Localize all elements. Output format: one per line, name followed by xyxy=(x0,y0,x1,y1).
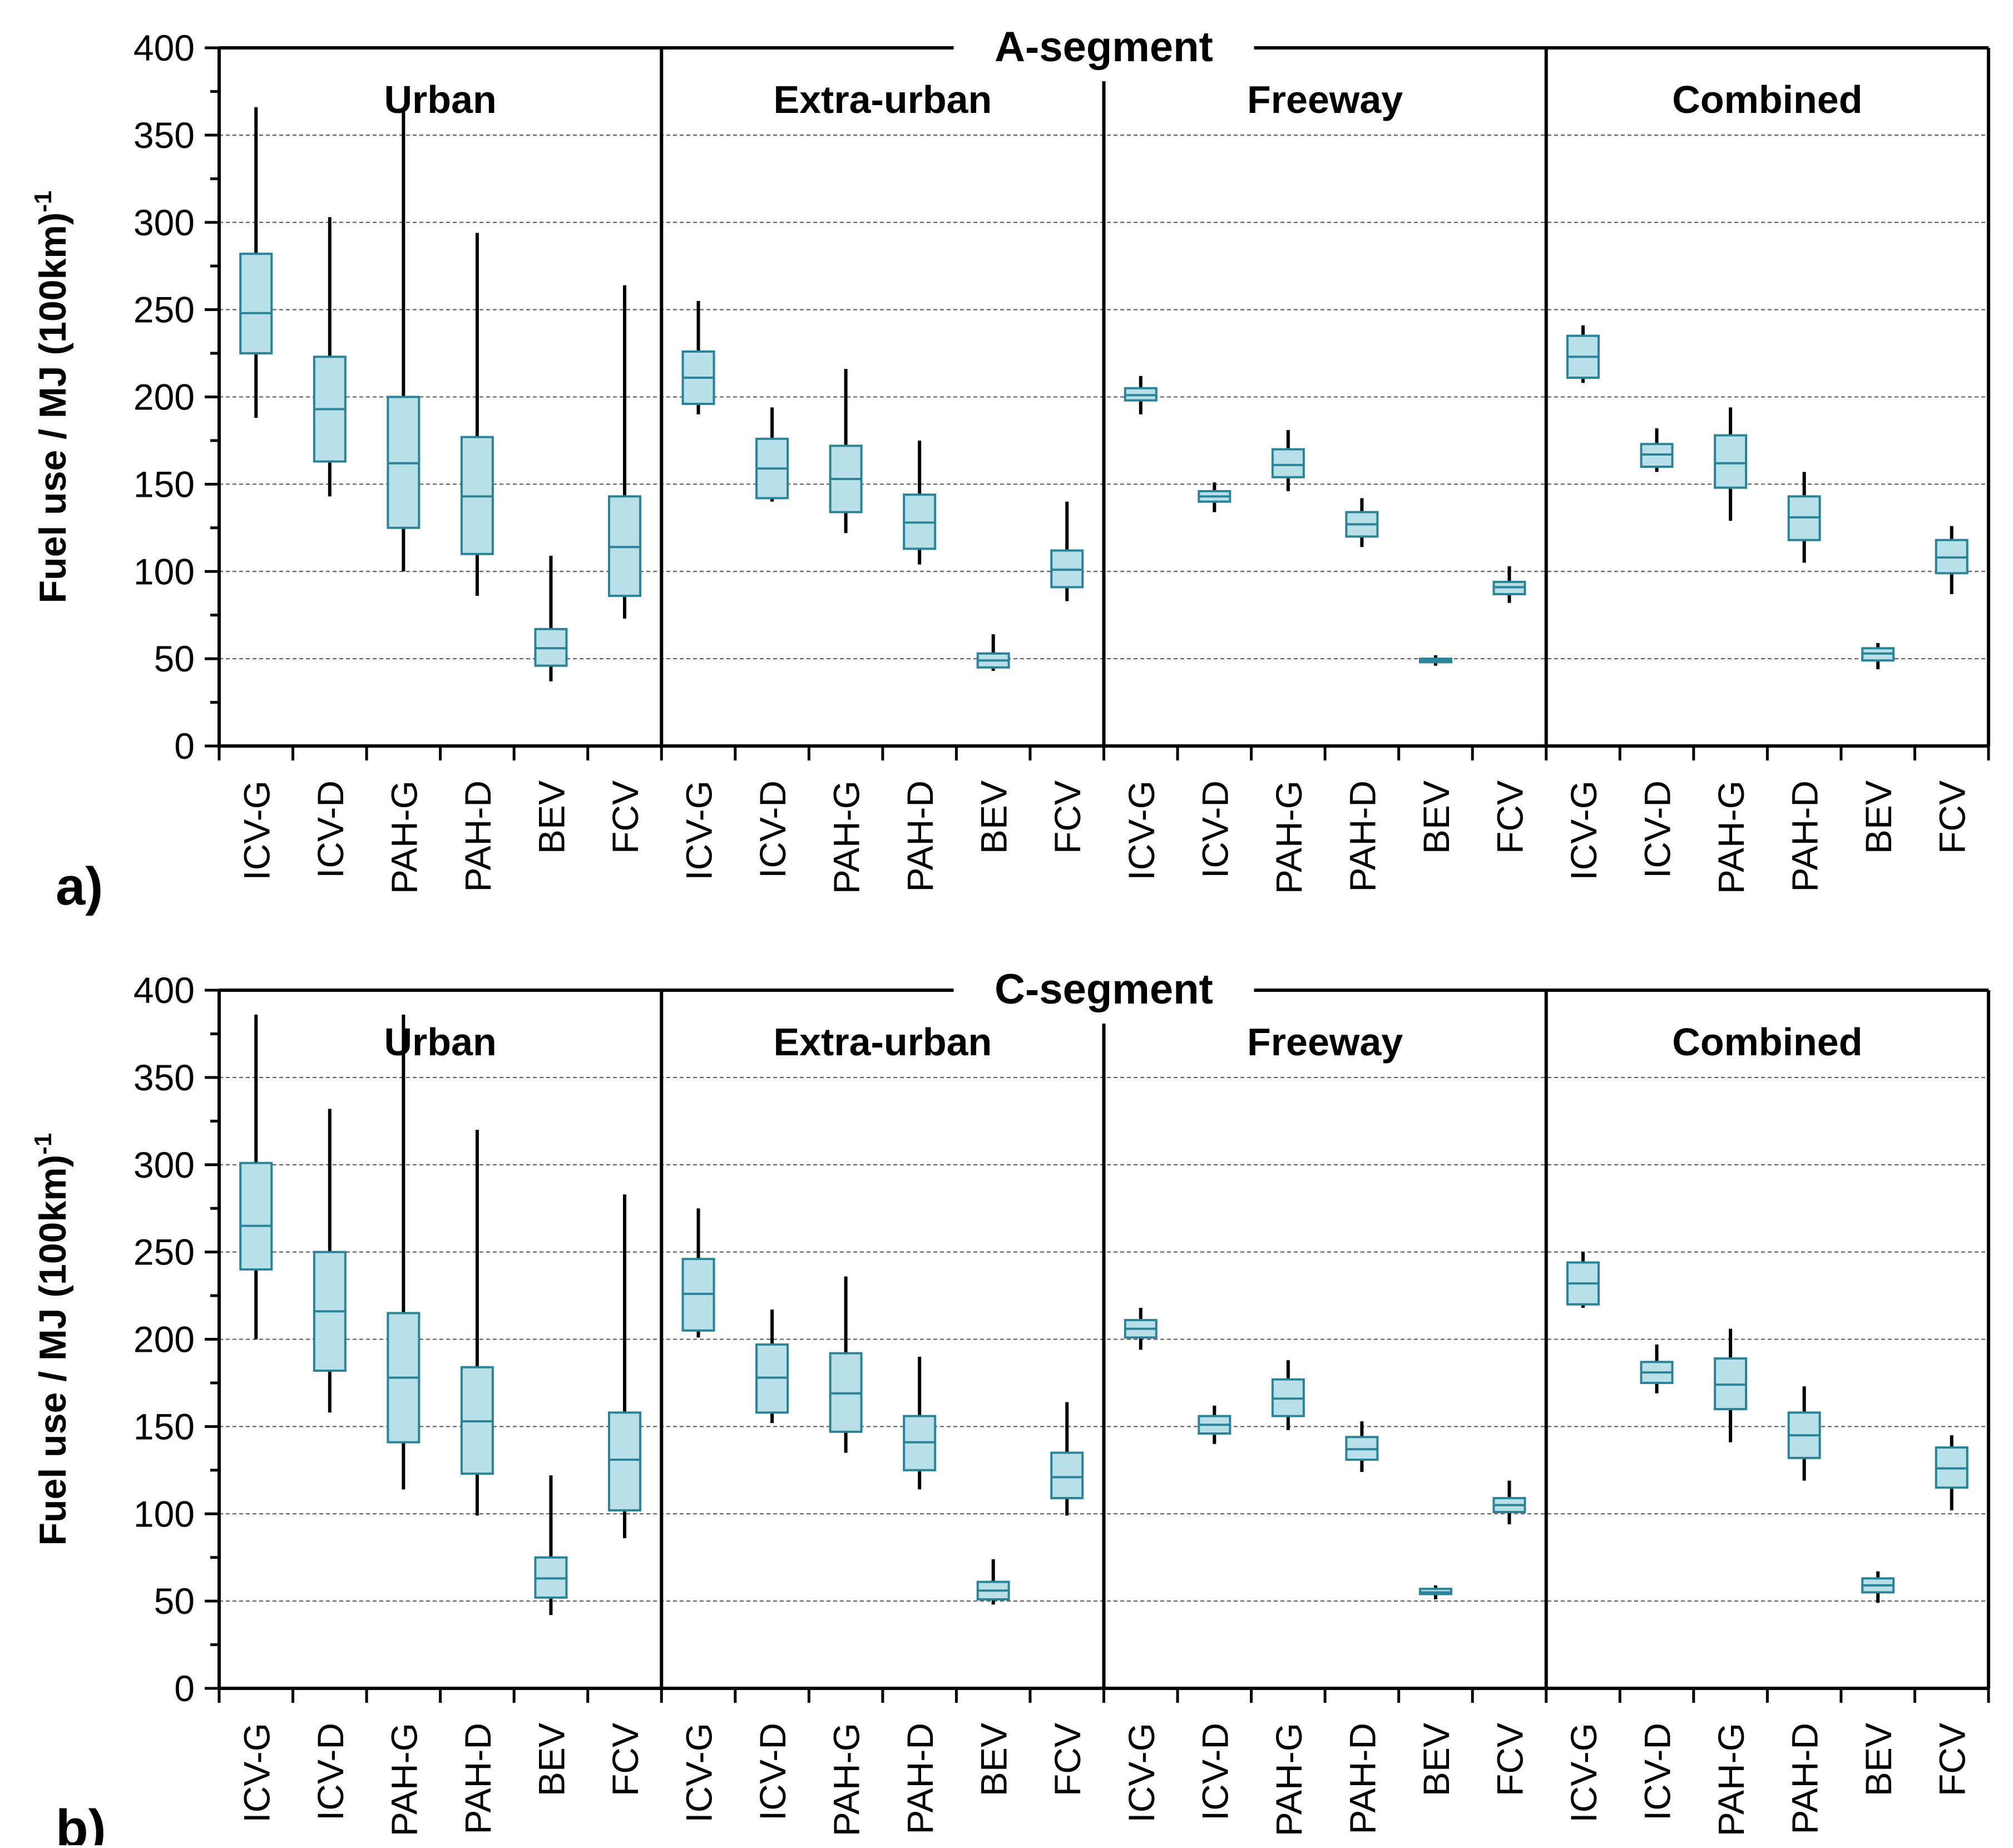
x-tick-label: ICV-D xyxy=(1637,780,1678,878)
x-tick-label: ICV-D xyxy=(310,780,351,878)
y-tick-label: 50 xyxy=(154,1580,195,1622)
x-tick-label: FCV xyxy=(1932,780,1973,854)
y-tick-label: 250 xyxy=(133,289,195,330)
segment-title: C-segment xyxy=(995,966,1213,1013)
x-tick-label: FCV xyxy=(1489,780,1530,854)
group-title: Urban xyxy=(384,78,497,121)
x-tick-label: BEV xyxy=(1416,1723,1457,1796)
x-tick-label: PAH-G xyxy=(1268,1723,1309,1836)
x-tick-label: PAH-D xyxy=(1342,780,1383,892)
x-tick-label: FCV xyxy=(1047,780,1088,854)
y-tick-label: 350 xyxy=(133,1057,195,1098)
x-tick-label: BEV xyxy=(531,1723,572,1796)
x-tick-label: BEV xyxy=(973,780,1015,854)
x-tick-label: ICV-G xyxy=(1563,1723,1604,1823)
y-axis-label: Fuel use / MJ (100km)-1 xyxy=(29,190,74,603)
group-title: Extra-urban xyxy=(773,1020,992,1064)
box xyxy=(1714,434,1748,489)
x-tick-label: BEV xyxy=(531,780,572,854)
x-tick-label: PAH-D xyxy=(899,780,941,892)
x-tick-label: FCV xyxy=(1047,1723,1088,1796)
y-tick-label: 300 xyxy=(133,1144,195,1185)
y-axis-label-text: Fuel use / MJ (100km) xyxy=(32,1155,74,1546)
x-tick-label: ICV-G xyxy=(1121,1723,1162,1823)
x-tick-label: PAH-D xyxy=(457,1723,498,1834)
x-tick-label: PAH-D xyxy=(1784,1723,1826,1834)
x-tick-label: ICV-G xyxy=(236,1723,277,1823)
panel-label: b) xyxy=(56,1799,106,1845)
y-tick-label: 350 xyxy=(133,115,195,156)
x-tick-label: PAH-G xyxy=(826,780,867,894)
x-tick-label: BEV xyxy=(1858,780,1899,854)
y-tick-label: 200 xyxy=(133,1319,195,1360)
x-tick-label: PAH-G xyxy=(1710,1723,1752,1836)
box xyxy=(239,1162,273,1271)
y-tick-label: 100 xyxy=(133,551,195,592)
x-tick-label: ICV-D xyxy=(752,1723,793,1821)
box xyxy=(1050,1451,1084,1500)
group-title: Extra-urban xyxy=(773,78,992,121)
x-tick-label: ICV-G xyxy=(1121,780,1162,881)
x-tick-label: PAH-G xyxy=(1268,780,1309,894)
x-tick-label: BEV xyxy=(973,1723,1015,1796)
x-tick-label: PAH-D xyxy=(1784,780,1826,892)
x-tick-label: PAH-G xyxy=(383,1723,424,1836)
x-tick-label: PAH-D xyxy=(457,780,498,892)
y-axis-label-text: Fuel use / MJ (100km) xyxy=(32,213,74,604)
y-tick-label: 300 xyxy=(133,202,195,243)
y-tick-label: 150 xyxy=(133,1406,195,1447)
group-title: Combined xyxy=(1672,78,1862,121)
x-tick-label: FCV xyxy=(1932,1723,1973,1796)
box xyxy=(239,253,273,355)
y-tick-label: 400 xyxy=(133,27,195,68)
y-tick-label: 400 xyxy=(133,970,195,1011)
box xyxy=(1271,448,1305,478)
chart-panel-2: 0 50 100 150 200 250 300 350 400 Fuel use / MJ (1… xyxy=(29,966,1990,1848)
x-tick-label: ICV-D xyxy=(752,780,793,878)
y-axis-label: Fuel use / MJ (100km)-1 xyxy=(29,1133,74,1545)
y-tick-label: 0 xyxy=(174,1668,195,1709)
y-tick-label: 50 xyxy=(154,638,195,679)
group-title: Combined xyxy=(1672,1020,1862,1064)
x-tick-label: ICV-D xyxy=(1194,1723,1235,1821)
segment-title: A-segment xyxy=(995,23,1213,71)
y-axis-label-superscript: -1 xyxy=(29,190,57,212)
x-tick-label: BEV xyxy=(1416,780,1457,854)
x-tick-label: ICV-G xyxy=(236,780,277,881)
chart-panel-1: 0 50 100 150 200 250 300 350 400 Fuel use / MJ (1… xyxy=(29,23,1990,916)
x-tick-label: ICV-G xyxy=(1563,780,1604,881)
group-title: Freeway xyxy=(1247,1020,1403,1064)
y-tick-label: 100 xyxy=(133,1493,195,1534)
x-tick-label: PAH-G xyxy=(1710,780,1752,894)
x-tick-label: PAH-D xyxy=(899,1723,941,1834)
y-tick-label: 200 xyxy=(133,377,195,418)
group-title: Urban xyxy=(384,1020,497,1064)
x-tick-label: PAH-D xyxy=(1342,1723,1383,1834)
x-tick-label: FCV xyxy=(605,780,646,854)
group-title: Freeway xyxy=(1247,78,1403,121)
x-tick-label: PAH-G xyxy=(826,1723,867,1836)
x-tick-label: ICV-D xyxy=(1194,780,1235,878)
x-tick-label: PAH-G xyxy=(383,780,424,894)
x-tick-label: FCV xyxy=(1489,1723,1530,1796)
panel-label: a) xyxy=(56,857,103,916)
y-tick-label: 250 xyxy=(133,1232,195,1273)
x-tick-label: FCV xyxy=(605,1723,646,1796)
x-tick-label: ICV-G xyxy=(679,1723,720,1823)
y-tick-label: 0 xyxy=(174,725,195,767)
y-axis-label-superscript: -1 xyxy=(29,1133,57,1154)
x-tick-label: ICV-D xyxy=(1637,1723,1678,1821)
x-tick-label: BEV xyxy=(1858,1723,1899,1796)
x-tick-label: ICV-G xyxy=(679,780,720,881)
box xyxy=(607,1411,641,1511)
x-tick-label: ICV-D xyxy=(310,1723,351,1821)
y-tick-label: 150 xyxy=(133,463,195,505)
